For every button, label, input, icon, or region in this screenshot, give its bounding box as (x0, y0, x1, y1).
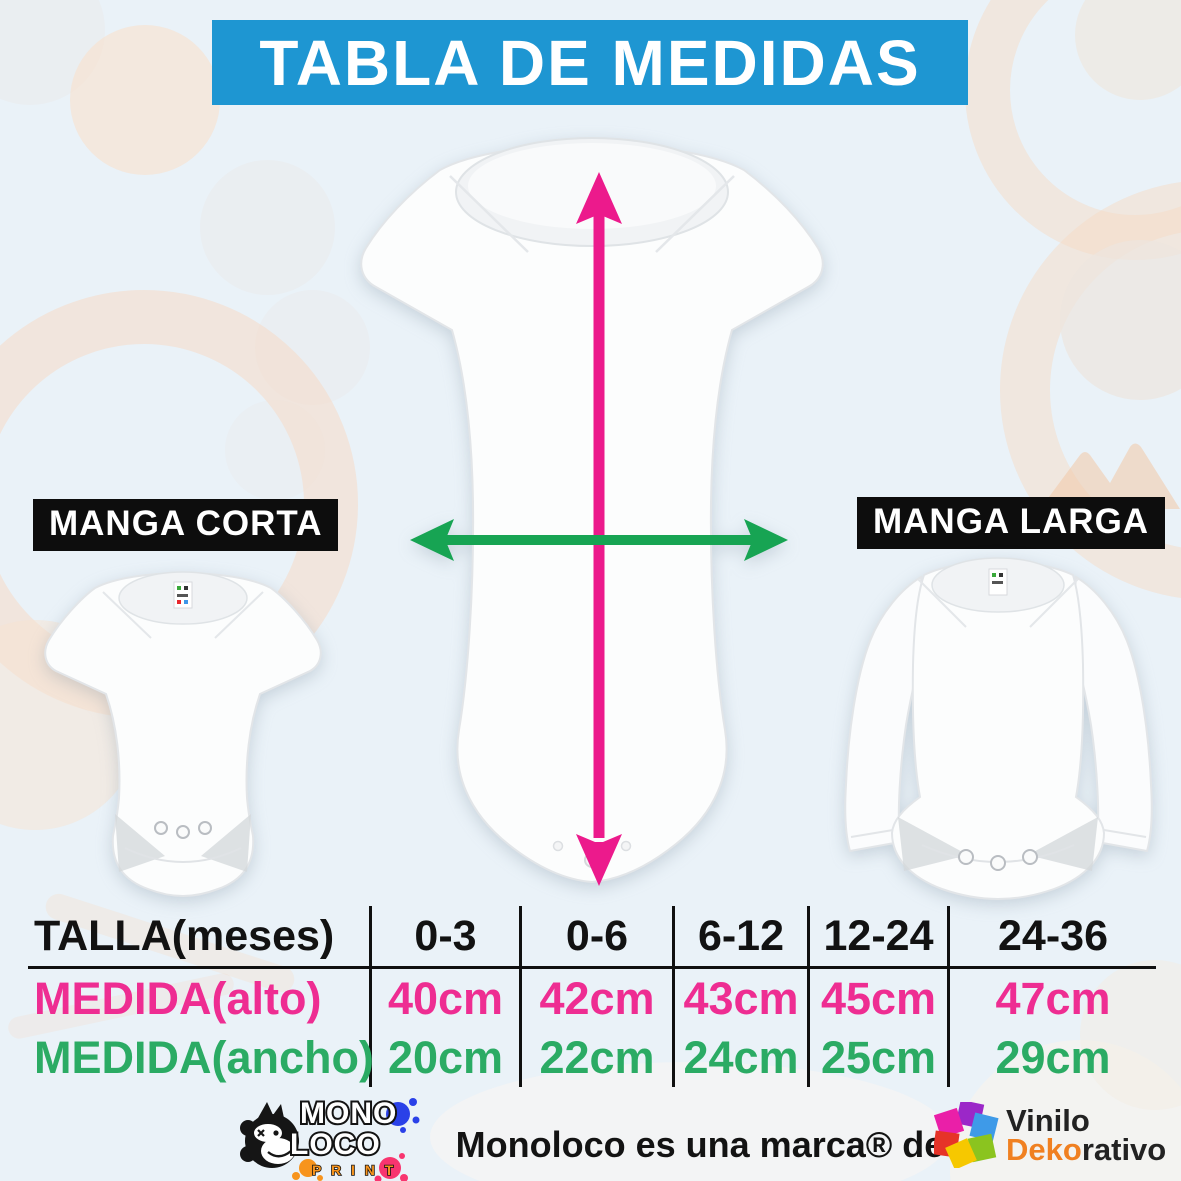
vinilo-line2: Dekorativo (1006, 1132, 1167, 1167)
snap (1022, 849, 1038, 865)
size-table-header-label: TALLA(meses) (28, 906, 372, 969)
bodysuit-silhouette (890, 560, 1106, 901)
deko-orange: Deko (1006, 1132, 1082, 1167)
bodysuit-silhouette (360, 143, 824, 884)
bg-bead (225, 400, 325, 500)
crotch-snap (552, 840, 564, 852)
manga-corta-text: MANGA CORTA (49, 504, 323, 543)
vinilo-line1: Vinilo (1006, 1102, 1090, 1138)
ancho-value: 22cm (522, 1029, 675, 1087)
rativo-black: rativo (1081, 1132, 1167, 1167)
bg-crochet-ball (1075, 0, 1181, 100)
bg-bead (200, 160, 335, 295)
size-col-6-12: 6-12 (675, 906, 810, 969)
snap (958, 849, 974, 865)
monoloco-word-mono: MONO (300, 1097, 397, 1130)
title-banner: TABLA DE MEDIDAS (212, 20, 968, 105)
footer-brand-text: Monoloco es una marca® de (455, 1124, 945, 1165)
envelope-fold-left (917, 578, 967, 628)
envelope-fold-right (214, 591, 264, 639)
paint-splat-blue-icon (386, 1098, 420, 1133)
alto-value: 45cm (810, 969, 950, 1029)
label-manga-corta: MANGA CORTA (33, 499, 339, 551)
cuff-left (850, 828, 900, 838)
envelope-fold-left (102, 591, 152, 639)
flap-edge (124, 847, 242, 863)
ancho-value: 24cm (675, 1029, 810, 1087)
manga-larga-text: MANGA LARGA (873, 502, 1150, 541)
width-arrow (410, 519, 788, 561)
short-sleeve-bodysuit (44, 571, 322, 898)
neck-inner (468, 143, 716, 229)
row-label-alto: MEDIDA(alto) (28, 969, 372, 1029)
snap (990, 855, 1006, 871)
sleeve-right (1069, 575, 1153, 853)
monkey-icon (240, 1102, 299, 1168)
alto-value: 42cm (522, 969, 675, 1029)
monoloco-logo: MONO LOCO P R I N T (240, 1095, 420, 1181)
neck-tag (988, 568, 1008, 596)
monoloco-word-print: P R I N T (312, 1162, 396, 1178)
vinilo-wordmark: Vinilo Dekorativo (1006, 1102, 1167, 1167)
flap-opening-left (898, 817, 968, 871)
alto-value: 47cm (995, 973, 1111, 1024)
flap-opening-right (1028, 817, 1098, 871)
pinwheel-icon (934, 1102, 999, 1168)
size-col-0-6: 0-6 (522, 906, 675, 969)
size-col-24-36: 24-36 (950, 906, 1156, 969)
label-manga-larga: MANGA LARGA (857, 497, 1166, 549)
row-label-ancho: MEDIDA(ancho) (28, 1029, 374, 1087)
sleeve-left (844, 575, 928, 853)
ancho-value: 25cm (810, 1029, 950, 1087)
envelope-fold-left (449, 175, 529, 253)
monoloco-word-loco: LOCO (290, 1128, 381, 1161)
ancho-value: 20cm (372, 1029, 522, 1087)
paint-splat-orange-icon (292, 1159, 323, 1181)
alto-value: 43cm (675, 969, 810, 1029)
size-col-12-24: 12-24 (810, 906, 950, 969)
bg-wooden-ring (965, 0, 1181, 260)
center-bodysuit-diagram (360, 137, 824, 886)
vinilo-dekorativo-logo: Vinilo Dekorativo (934, 1102, 1166, 1168)
height-arrow (576, 172, 622, 886)
crotch-snap (620, 840, 632, 852)
page-title: TABLA DE MEDIDAS (259, 26, 921, 99)
envelope-fold-right (655, 175, 735, 253)
size-table: TALLA(meses) 0-3 0-6 6-12 12-24 24-36 ME… (28, 906, 1156, 1087)
cuff-right (1097, 828, 1147, 838)
bg-bead (0, 0, 105, 105)
neck-tag (173, 581, 193, 609)
bg-bead (70, 25, 220, 175)
long-sleeve-bodysuit (844, 557, 1153, 901)
paint-splat-pink-icon (374, 1153, 408, 1181)
snap (176, 825, 190, 839)
alto-value: 40cm (372, 969, 522, 1029)
bg-crochet-ball (1060, 240, 1181, 400)
size-col-0-3: 0-3 (372, 906, 522, 969)
snap (198, 821, 212, 835)
ancho-value: 29cm (995, 1032, 1111, 1083)
snap (154, 821, 168, 835)
